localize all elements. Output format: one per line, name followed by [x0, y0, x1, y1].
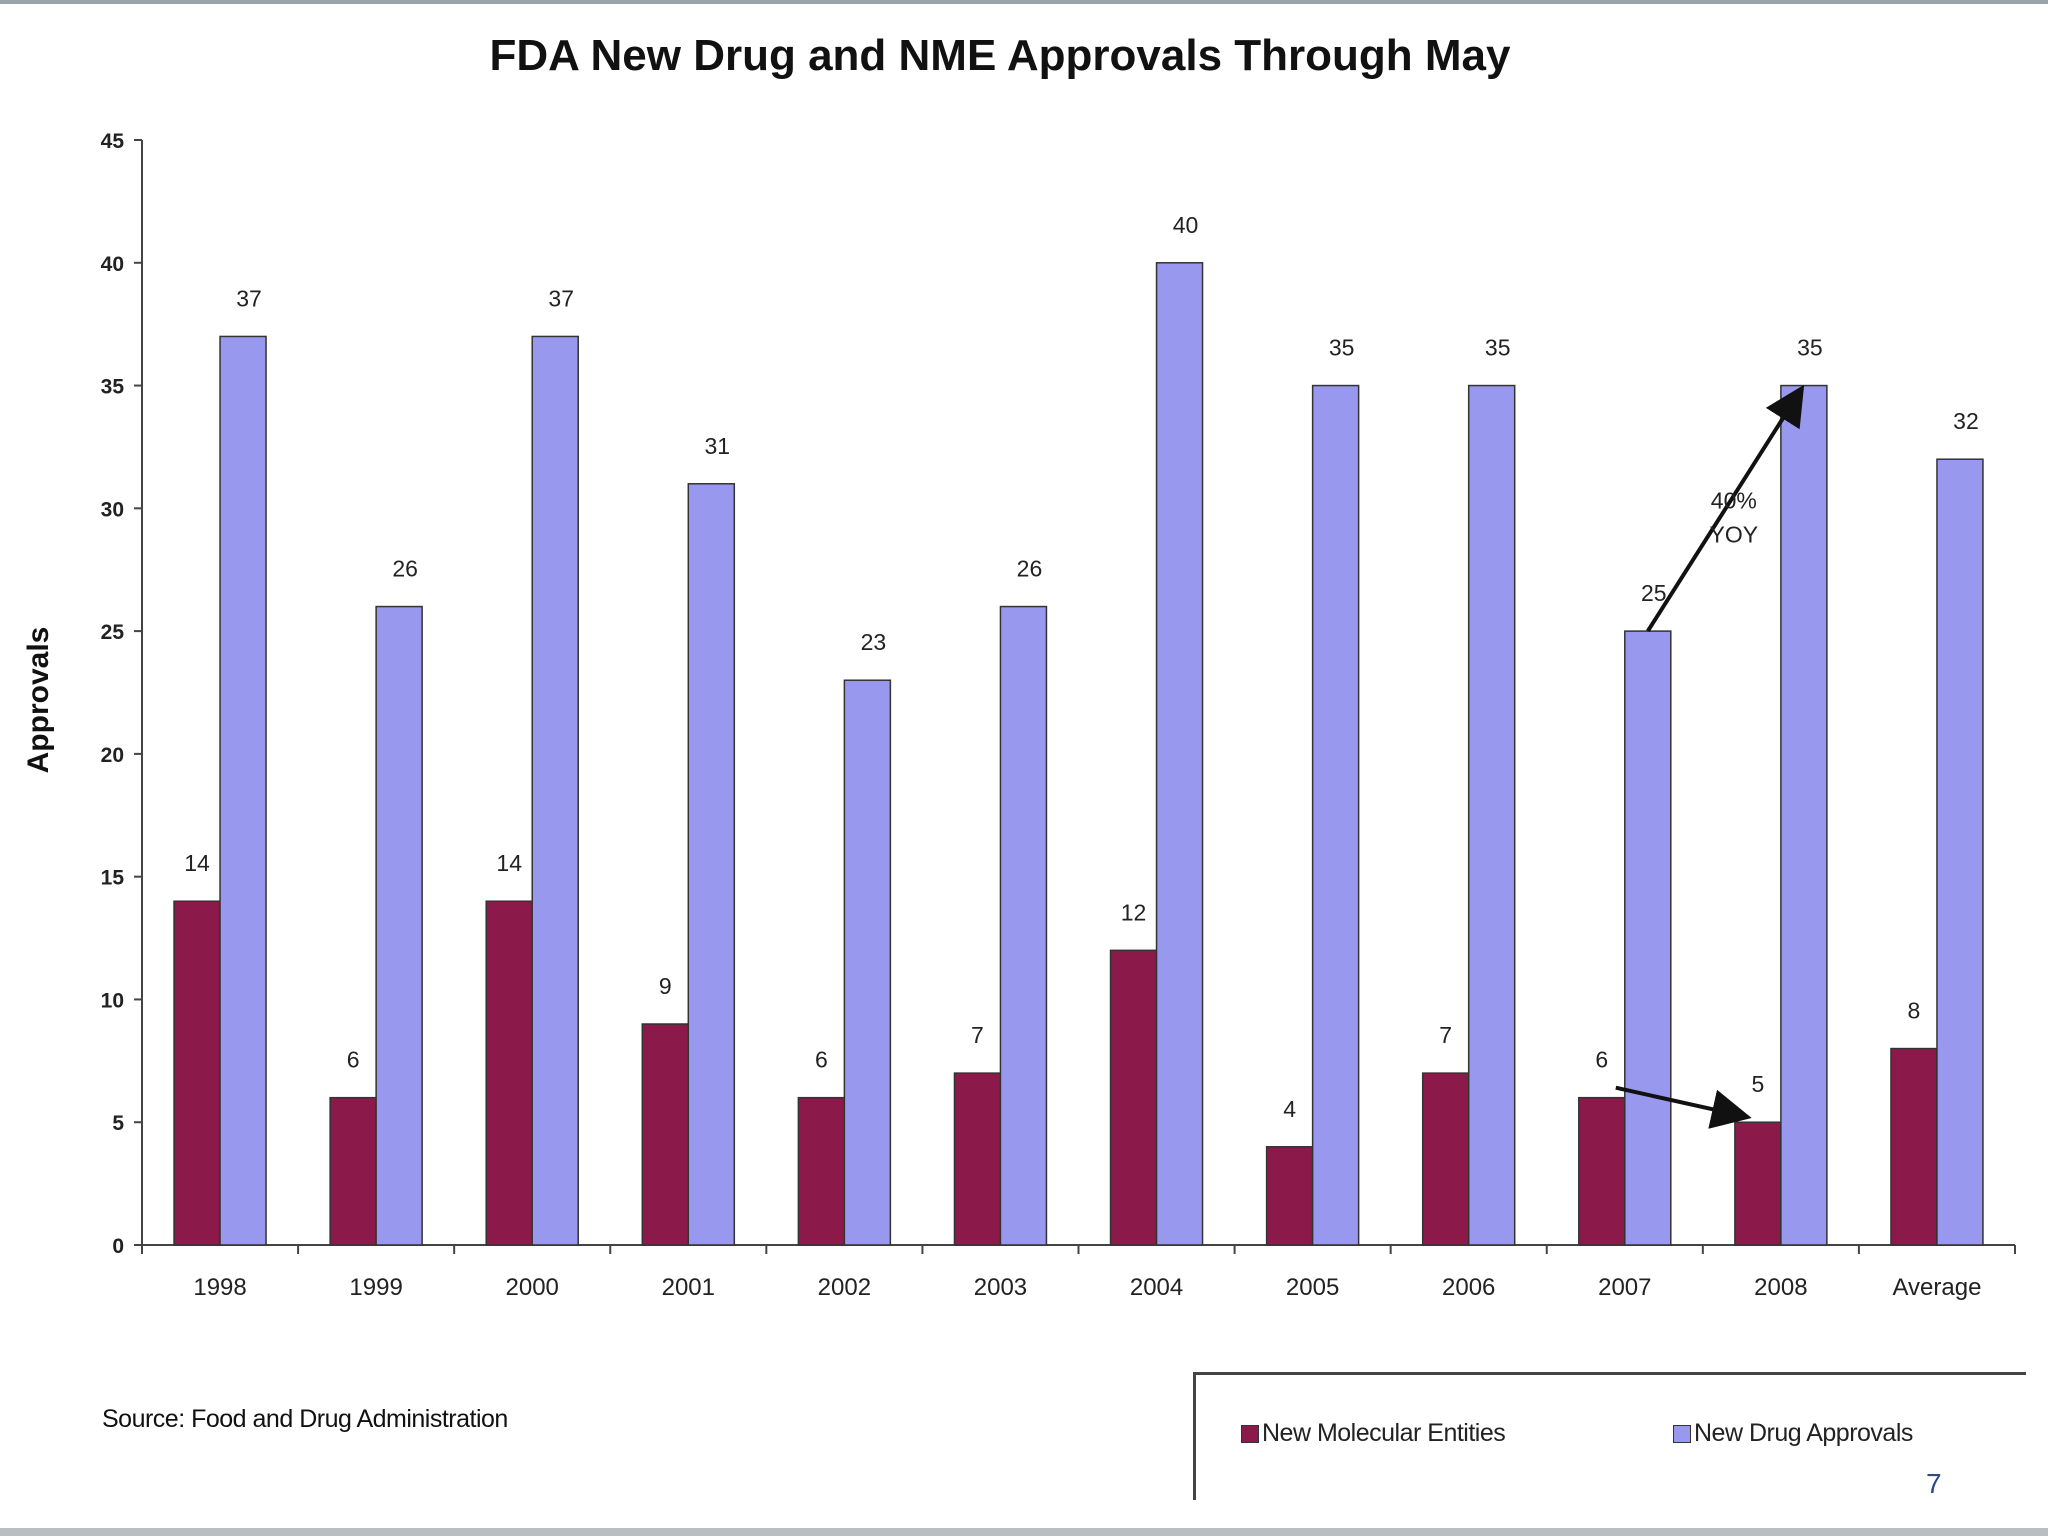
y-tick-label: 15: [101, 867, 125, 890]
data-label-nda: 35: [1797, 335, 1823, 361]
bar-nda: [1936, 458, 1984, 1246]
data-label-nda: 31: [704, 433, 730, 459]
data-label-nda: 26: [1017, 556, 1043, 582]
data-label-nda: 35: [1485, 335, 1511, 361]
bar-nme: [953, 1072, 1002, 1246]
x-tick-label: 2008: [1754, 1274, 1807, 1301]
bar-nda: [219, 335, 267, 1246]
data-label-nme: 7: [971, 1022, 984, 1048]
x-tick-label: Average: [1892, 1274, 1981, 1301]
bar-nda: [1155, 262, 1204, 1246]
annotations: 40% YOY: [1615, 384, 1805, 1129]
bar-nme: [1890, 1047, 1938, 1246]
x-tick-label: 1998: [193, 1274, 246, 1301]
y-tick-label: 40: [101, 253, 124, 276]
data-label-nme: 9: [659, 973, 672, 999]
data-label-nda: 37: [548, 285, 574, 311]
legend-item-nme: New Molecular Entities: [1241, 1419, 1506, 1448]
y-tick-label: 20: [101, 744, 124, 767]
data-label-nme: 7: [1439, 1022, 1452, 1048]
page-number: 7: [1926, 1468, 1942, 1499]
x-tick-label: 2002: [818, 1274, 871, 1301]
legend-item-nda: New Drug Approvals: [1673, 1419, 1913, 1448]
x-tick-label: 2001: [662, 1274, 715, 1301]
data-label-nda: 40: [1173, 212, 1199, 238]
data-label-nda: 35: [1329, 335, 1355, 361]
data-label-nda: 26: [392, 556, 418, 582]
bar-nme: [1578, 1096, 1626, 1246]
legend-label-nda: New Drug Approvals: [1694, 1419, 1913, 1447]
bar-nda: [1624, 630, 1672, 1246]
data-label-nme: 6: [347, 1047, 360, 1073]
x-tick-label: 2004: [1130, 1274, 1183, 1301]
legend-label-nme: New Molecular Entities: [1262, 1419, 1506, 1447]
y-tick-label: 0: [112, 1235, 124, 1258]
data-label-nda: 23: [861, 629, 887, 655]
y-tick-label: 45: [101, 130, 125, 153]
data-label-nme: 14: [496, 850, 522, 876]
legend-swatch-nme: [1241, 1424, 1259, 1443]
x-tick-label: 2005: [1286, 1274, 1339, 1301]
legend: New Molecular Entities New Drug Approval…: [1193, 1372, 2026, 1500]
bar-nda: [1311, 384, 1360, 1246]
bar-nme: [1734, 1121, 1782, 1246]
bar-nda: [843, 679, 892, 1246]
y-tick-label: 30: [101, 498, 124, 521]
bar-nda: [375, 605, 423, 1246]
x-tick-label: 1999: [349, 1274, 402, 1301]
data-label-nme: 6: [1595, 1047, 1608, 1073]
bars: 14 6 14 9 6 7 12 4 7 6 5 8 37 26 37 31 23 26 40 35 35 25 35 32: [173, 212, 1984, 1246]
top-border: [0, 0, 2048, 4]
source-note: Source: Food and Drug Administration: [102, 1405, 508, 1433]
bar-nme: [797, 1096, 846, 1246]
data-label-nme: 6: [815, 1047, 828, 1073]
bar-nda: [1467, 384, 1516, 1246]
annotation-arrow: [1646, 384, 1805, 633]
y-tick-label: 35: [101, 376, 125, 399]
y-axis-label: Approvals: [22, 627, 55, 774]
bar-nme: [485, 900, 533, 1246]
y-tick-label: 10: [101, 989, 124, 1012]
annotation-text: 40%: [1711, 487, 1757, 513]
bar-nme: [1109, 949, 1158, 1246]
x-tick-label: 2000: [506, 1274, 559, 1301]
annotation-arrow: [1615, 1085, 1752, 1129]
bar-nda: [999, 605, 1048, 1246]
data-label-nme: 4: [1283, 1096, 1296, 1122]
bar-nme: [641, 1023, 690, 1246]
bar-nme: [329, 1096, 377, 1246]
x-tick-label: 2003: [974, 1274, 1027, 1301]
data-label-nda: 37: [236, 285, 262, 311]
legend-swatch-nda: [1673, 1424, 1691, 1443]
x-tick-label: 2006: [1442, 1274, 1495, 1301]
bottom-border: [0, 1528, 2048, 1536]
data-label-nme: 14: [184, 850, 210, 876]
bar-nda: [1780, 384, 1828, 1246]
bar-nme: [1265, 1146, 1314, 1246]
data-label-nme: 8: [1908, 998, 1921, 1024]
data-label-nme: 5: [1751, 1071, 1764, 1097]
data-label-nda: 25: [1641, 580, 1667, 606]
data-label-nda: 32: [1953, 408, 1979, 434]
x-tick-label: 2007: [1598, 1274, 1651, 1301]
y-tick-label: 25: [101, 621, 125, 644]
annotation-text: YOY: [1710, 521, 1759, 547]
bar-nme: [173, 900, 221, 1246]
bar-nme: [1421, 1072, 1470, 1246]
y-tick-label: 5: [112, 1112, 124, 1135]
bar-nda: [531, 335, 579, 1246]
bar-nda: [687, 483, 736, 1246]
chart-title: FDA New Drug and NME Approvals Through M…: [489, 31, 1511, 80]
data-label-nme: 12: [1121, 899, 1147, 925]
bar-chart: FDA New Drug and NME Approvals Through M…: [22, 31, 2016, 1301]
